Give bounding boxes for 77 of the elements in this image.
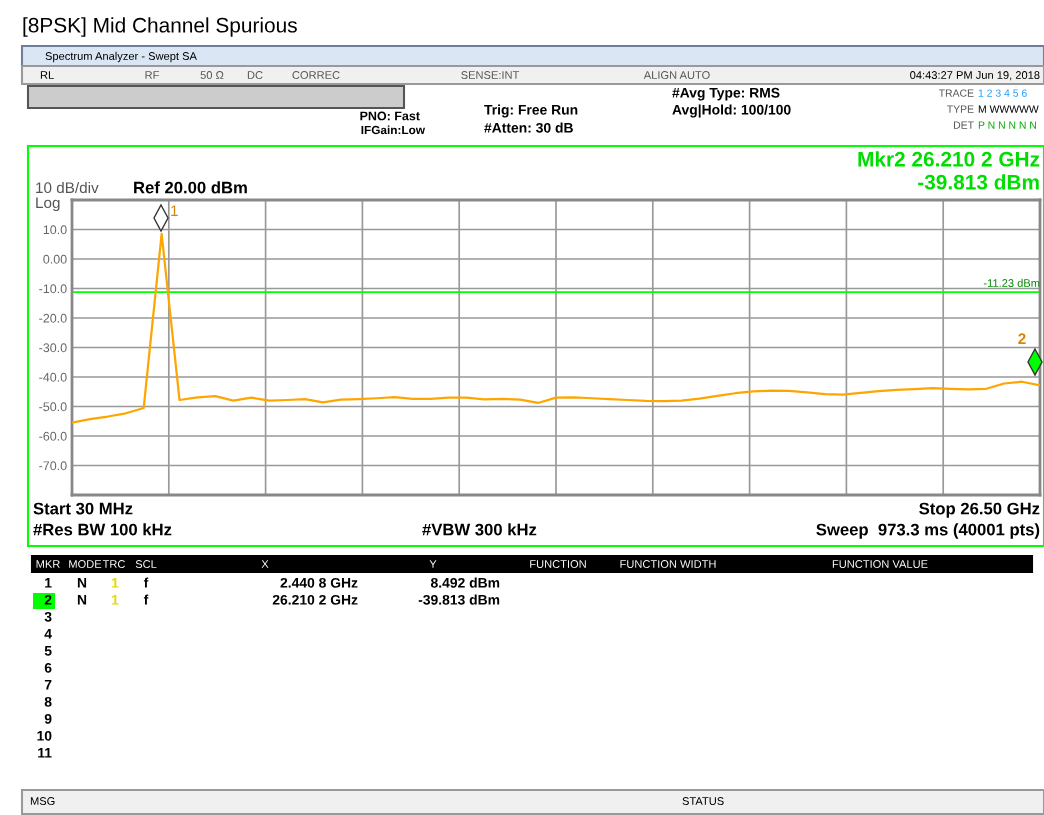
- text: 2.440 8 GHz: [280, 577, 358, 588]
- text: 04:43:27 PM Jun 19, 2018: [910, 71, 1040, 81]
- text: 50 Ω: [200, 71, 224, 79]
- text: 7: [44, 680, 52, 690]
- text: SCL: [135, 560, 157, 568]
- text: 26.210 2 GHz: [272, 594, 358, 605]
- text: 10: [37, 730, 52, 741]
- text: FUNCTION WIDTH: [620, 560, 716, 568]
- text: MODE: [69, 560, 102, 568]
- text: DC: [247, 71, 263, 79]
- text: Y: [429, 560, 437, 568]
- text: 1: [112, 578, 119, 588]
- text: Spectrum Analyzer - Swept SA: [45, 51, 197, 63]
- ref-line-label: -11.23 dBm: [983, 278, 1040, 287]
- chart-title: [8PSK] Mid Channel Spurious: [23, 17, 297, 37]
- text: Trig: Free Run: [484, 104, 578, 118]
- text: #Avg Type: RMS: [672, 87, 780, 101]
- text: STATUS: [682, 797, 724, 805]
- text: RL: [40, 71, 54, 79]
- text: SENSE:INT: [461, 71, 520, 79]
- text: 1 2 3 4 5 6: [978, 89, 1027, 97]
- text: #VBW 300 kHz: [422, 523, 537, 536]
- y-tick-label: -50.0: [39, 402, 67, 412]
- text: N: [77, 595, 87, 605]
- text: TYPE: [947, 105, 974, 113]
- text: TRC: [102, 560, 125, 568]
- line-series: [72, 232, 1040, 424]
- text: MSG: [30, 797, 55, 805]
- y-tick-label: -70.0: [39, 461, 67, 471]
- y-tick-label: -60.0: [39, 431, 67, 441]
- annotation: 1: [171, 205, 178, 216]
- text: #Res BW 100 kHz: [33, 523, 172, 536]
- text: P N N N N N: [978, 121, 1036, 129]
- text: 5: [44, 646, 52, 656]
- y-tick-label: -20.0: [39, 313, 67, 323]
- text: 10 dB/div: [36, 181, 99, 194]
- text: -39.813 dBm: [418, 594, 500, 605]
- text: X: [261, 560, 269, 568]
- text: 6: [44, 662, 52, 673]
- text: f: [143, 594, 149, 605]
- text: -39.813 dBm: [918, 174, 1039, 190]
- text: Sweep 973.3 ms (40001 pts): [816, 523, 1040, 539]
- text: Avg|Hold: 100/100: [672, 104, 791, 118]
- text: MKR: [36, 560, 60, 568]
- text: ALIGN AUTO: [643, 71, 710, 79]
- text: TRACE: [938, 89, 974, 97]
- text: 1: [45, 578, 52, 588]
- y-tick-label: 10.0: [43, 225, 67, 235]
- text: Mkr2 26.210 2 GHz: [858, 151, 1040, 167]
- text: Start 30 MHz: [33, 502, 133, 515]
- text: 8: [44, 696, 52, 707]
- text: PNO: Fast: [360, 111, 420, 121]
- text: FUNCTION VALUE: [832, 560, 928, 568]
- text: 9: [44, 713, 52, 724]
- text: N: [77, 578, 87, 588]
- text: FUNCTION: [530, 560, 586, 568]
- text: 11: [38, 748, 52, 758]
- y-tick-label: -30.0: [39, 343, 67, 353]
- y-tick-label: -10.0: [39, 284, 67, 294]
- text: M WWWWW: [978, 105, 1039, 113]
- text: 3: [44, 611, 52, 622]
- text: Log: [36, 197, 60, 212]
- text: CORREC: [292, 71, 340, 79]
- text: 8.492 dBm: [430, 577, 500, 588]
- text: #Atten: 30 dB: [484, 122, 573, 133]
- annotation: 2: [1018, 333, 1026, 344]
- y-tick-label: 0.00: [43, 254, 67, 264]
- y-tick-label: -40.0: [39, 372, 67, 382]
- text: RF: [145, 71, 159, 79]
- text: 1: [112, 595, 119, 605]
- text: 2: [44, 594, 52, 605]
- text: f: [143, 577, 149, 588]
- text: Ref 20.00 dBm: [134, 181, 247, 194]
- text: Stop 26.50 GHz: [919, 502, 1040, 518]
- text: IFGain:Low: [361, 125, 426, 135]
- text: 4: [44, 629, 52, 639]
- text: DET: [954, 121, 974, 129]
